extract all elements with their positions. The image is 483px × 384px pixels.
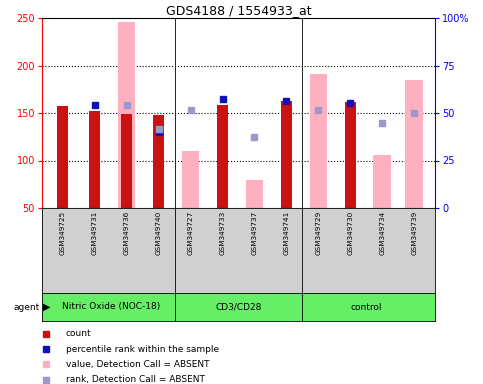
Text: GSM349737: GSM349737 <box>252 210 257 255</box>
Text: value, Detection Call = ABSENT: value, Detection Call = ABSENT <box>66 360 209 369</box>
Bar <box>217 105 228 208</box>
Bar <box>89 111 100 208</box>
Text: ▶: ▶ <box>43 302 50 312</box>
Bar <box>121 114 132 208</box>
Text: agent: agent <box>14 303 40 311</box>
Text: GSM349741: GSM349741 <box>284 210 289 255</box>
Bar <box>153 115 164 208</box>
Text: GSM349725: GSM349725 <box>60 210 66 255</box>
Text: GSM349739: GSM349739 <box>411 210 417 255</box>
Bar <box>57 106 69 208</box>
Bar <box>118 22 135 208</box>
Title: GDS4188 / 1554933_at: GDS4188 / 1554933_at <box>166 4 312 17</box>
Text: rank, Detection Call = ABSENT: rank, Detection Call = ABSENT <box>66 375 204 384</box>
Bar <box>345 102 356 208</box>
Text: Nitric Oxide (NOC-18): Nitric Oxide (NOC-18) <box>61 303 160 311</box>
Text: GSM349727: GSM349727 <box>187 210 194 255</box>
Text: GSM349736: GSM349736 <box>124 210 129 255</box>
Bar <box>310 74 327 208</box>
Text: GSM349729: GSM349729 <box>315 210 321 255</box>
Bar <box>182 151 199 208</box>
Bar <box>373 155 391 208</box>
Bar <box>246 179 263 208</box>
Text: GSM349740: GSM349740 <box>156 210 162 255</box>
Text: GSM349734: GSM349734 <box>379 210 385 255</box>
Text: percentile rank within the sample: percentile rank within the sample <box>66 345 219 354</box>
Bar <box>281 101 292 208</box>
Text: CD3/CD28: CD3/CD28 <box>215 303 262 311</box>
Text: GSM349731: GSM349731 <box>92 210 98 255</box>
Text: count: count <box>66 329 91 338</box>
Text: GSM349730: GSM349730 <box>347 210 354 255</box>
Bar <box>405 80 423 208</box>
Text: control: control <box>351 303 382 311</box>
Text: GSM349733: GSM349733 <box>220 210 226 255</box>
